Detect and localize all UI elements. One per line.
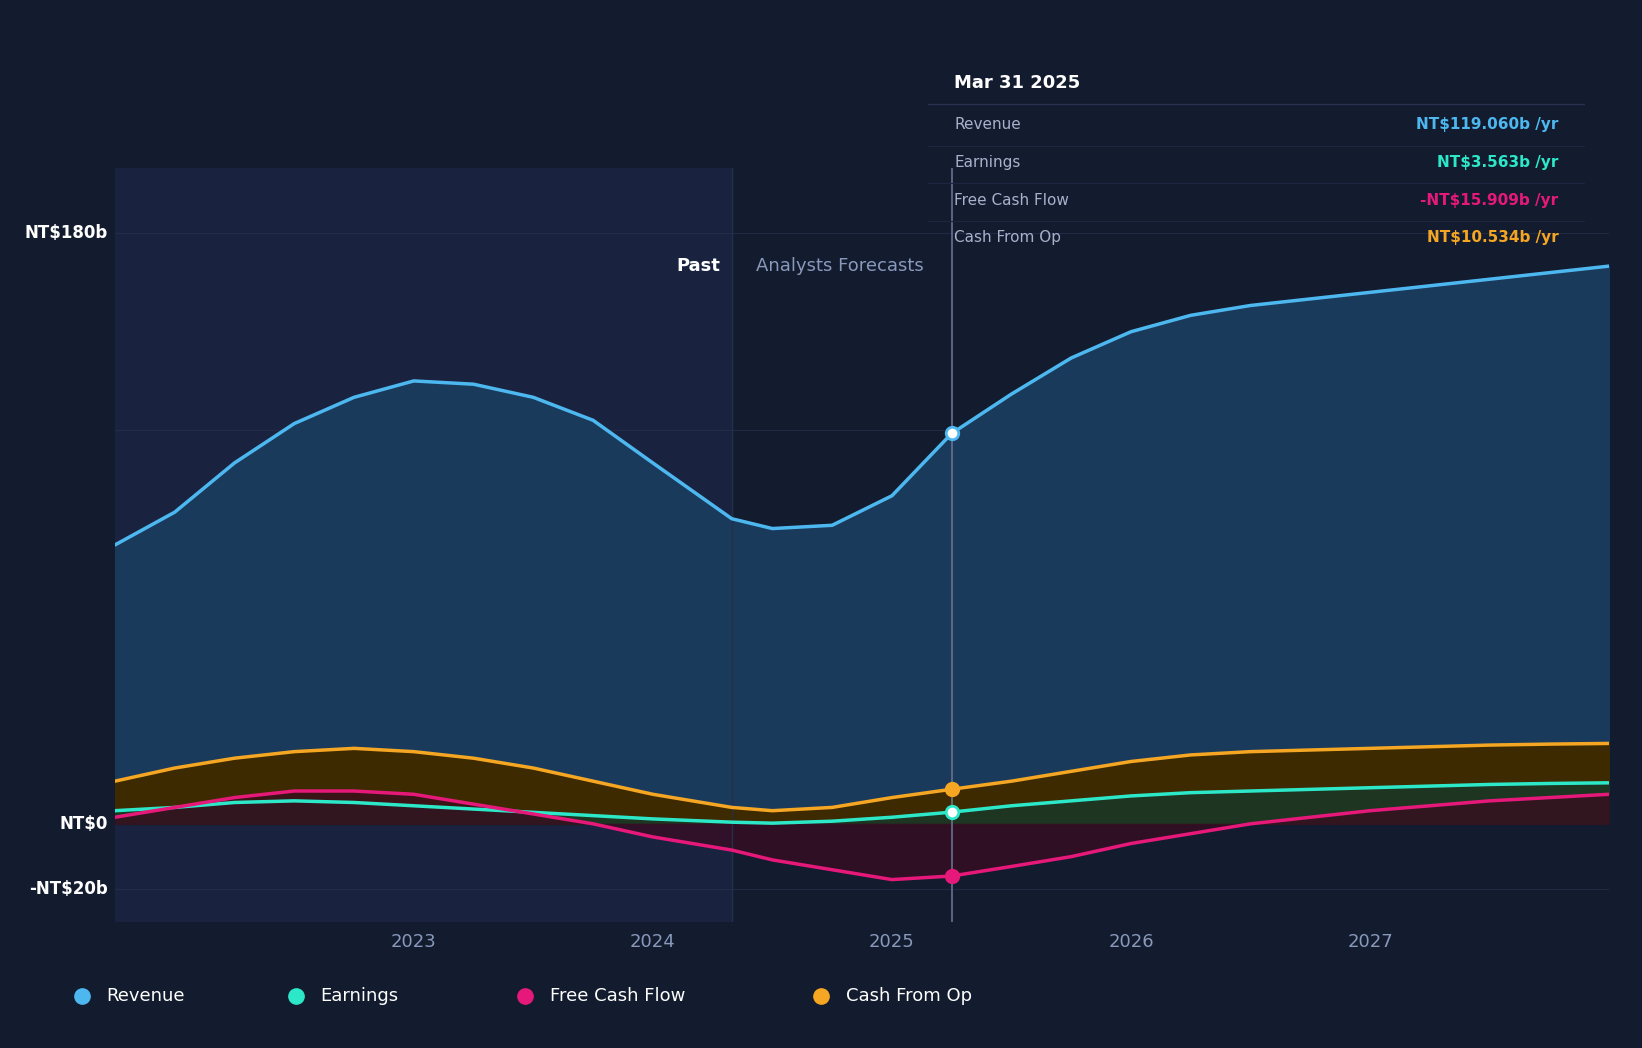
Text: Revenue: Revenue [107, 986, 186, 1005]
Text: Earnings: Earnings [320, 986, 399, 1005]
Text: -NT$20b: -NT$20b [28, 880, 107, 898]
Text: Revenue: Revenue [954, 117, 1021, 132]
Text: Earnings: Earnings [954, 155, 1020, 170]
Text: Analysts Forecasts: Analysts Forecasts [755, 257, 923, 276]
Text: NT$3.563b /yr: NT$3.563b /yr [1437, 155, 1558, 170]
Bar [115, 168, 732, 922]
Text: NT$0: NT$0 [59, 814, 107, 833]
Text: NT$180b: NT$180b [25, 224, 107, 242]
Text: Cash From Op: Cash From Op [954, 231, 1061, 245]
Text: Past: Past [677, 257, 719, 276]
Text: Cash From Op: Cash From Op [846, 986, 972, 1005]
Text: Free Cash Flow: Free Cash Flow [550, 986, 685, 1005]
Text: NT$119.060b /yr: NT$119.060b /yr [1415, 117, 1558, 132]
Text: NT$10.534b /yr: NT$10.534b /yr [1427, 231, 1558, 245]
Text: -NT$15.909b /yr: -NT$15.909b /yr [1420, 193, 1558, 208]
Text: Free Cash Flow: Free Cash Flow [954, 193, 1069, 208]
Text: Mar 31 2025: Mar 31 2025 [954, 74, 1080, 92]
